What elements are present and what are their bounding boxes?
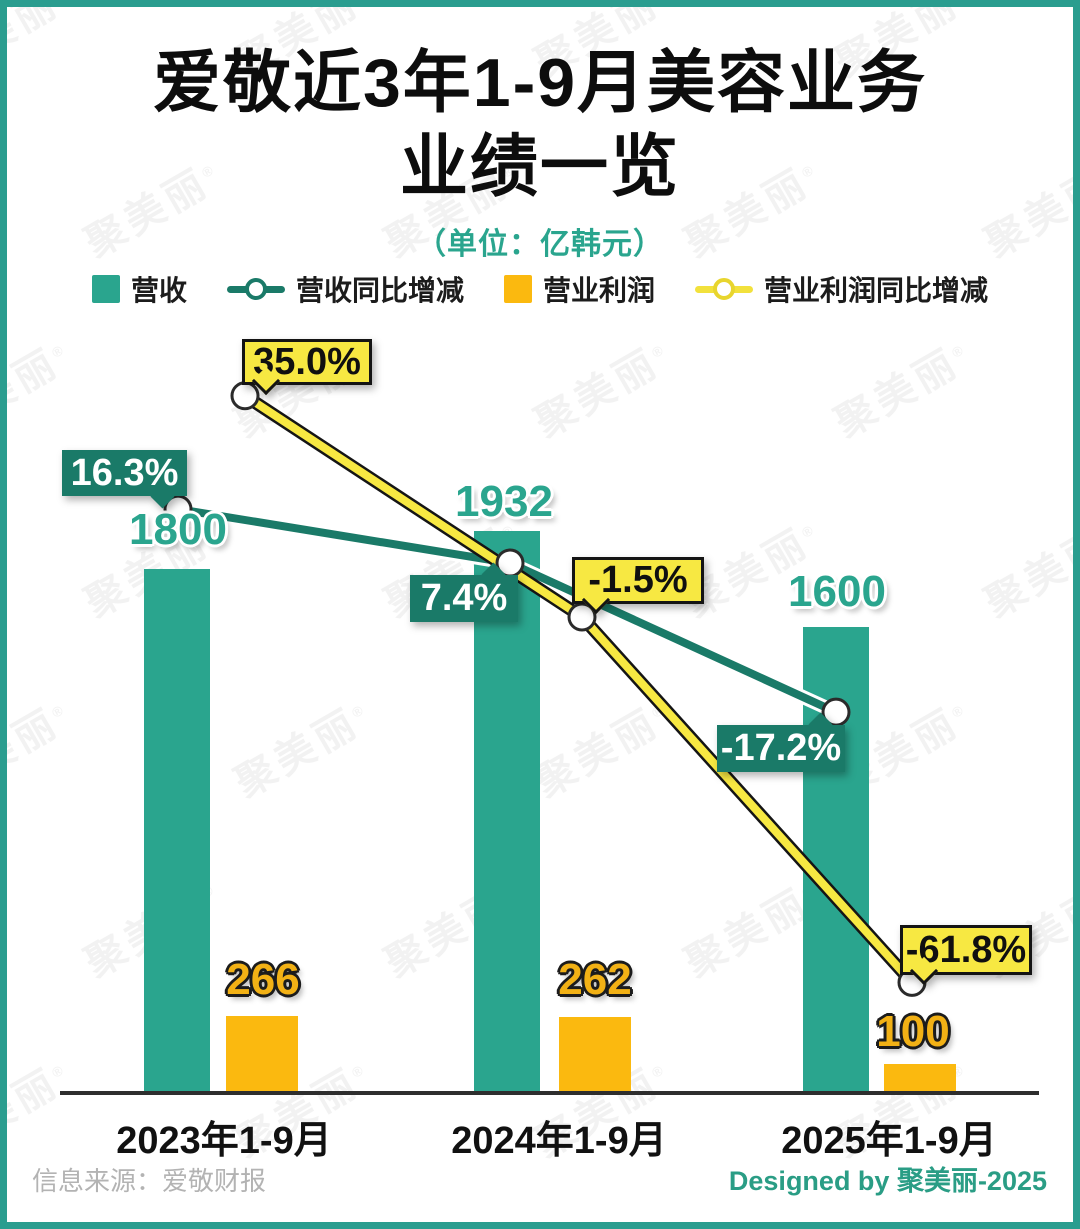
trend-lines-svg <box>163 381 927 997</box>
page-title-line1: 爱敬近3年1-9月美容业务 <box>152 45 928 121</box>
revenue-value-2025: 1600 <box>788 567 886 616</box>
unit-subtitle: （单位：亿韩元） <box>416 228 664 261</box>
x-axis-line <box>60 1091 1039 1095</box>
x-label-2023: 2023年1-9月 <box>116 1120 332 1162</box>
revenue-swatch-icon <box>91 275 120 303</box>
legend-label: 营收同比增减 <box>295 275 464 306</box>
profit-bar-2023 <box>226 1015 298 1093</box>
legend-label: 营业利润同比增减 <box>764 275 989 306</box>
profit-yoy-line-casing <box>238 389 919 989</box>
revenue-yoy-callout-2023: 16.3% <box>62 450 187 509</box>
legend-label: 营业利润 <box>543 275 656 306</box>
legend-label: 营收 <box>130 275 187 306</box>
line-marker-icon <box>713 278 736 300</box>
line-marker-dot <box>230 381 260 411</box>
credit-note: Designed by 聚美丽-2025 <box>728 1166 1047 1196</box>
revenue-yoy-line-icon <box>226 278 285 300</box>
revenue-yoy-callout-2025: -17.2% <box>717 712 845 772</box>
x-label-2025: 2025年1-9月 <box>781 1120 997 1162</box>
profit-yoy-line-icon <box>695 278 754 300</box>
revenue-value-2024: 1932 <box>455 477 553 526</box>
profit-yoy-callout-2024: -1.5% <box>572 557 704 615</box>
profit-yoy-line <box>241 391 916 987</box>
profit-swatch-icon <box>504 275 532 303</box>
source-note: 信息来源：爱敬财报 <box>32 1166 267 1196</box>
line-marker-icon <box>244 278 267 300</box>
chart-legend: 营收 营收同比增减 营业利润 营业利润同比增减 <box>7 269 1073 309</box>
legend-item-revenue-yoy: 营收同比增减 <box>226 269 464 309</box>
profit-yoy-callout-2023: 35.0% <box>242 339 372 396</box>
revenue-bar-2024 <box>474 530 540 1093</box>
legend-item-revenue: 营收 <box>91 269 187 309</box>
profit-yoy-callout-2025: -61.8% <box>900 925 1032 986</box>
line-markers <box>163 381 927 997</box>
x-label-2024: 2024年1-9月 <box>451 1120 667 1162</box>
profit-bar-2024 <box>559 1016 631 1093</box>
revenue-yoy-callout-2024: 7.4% <box>410 562 518 622</box>
profit-bar-2025 <box>884 1063 956 1093</box>
legend-item-profit: 营业利润 <box>504 269 655 309</box>
legend-item-profit-yoy: 营业利润同比增减 <box>695 269 988 309</box>
revenue-value-2023: 1800 <box>129 505 227 554</box>
profit-value-2025: 100 <box>876 1007 950 1056</box>
profit-value-2023: 266 <box>226 955 300 1004</box>
revenue-bar-2023 <box>144 569 210 1093</box>
page-title-line2: 业绩一览 <box>399 129 680 205</box>
title-block: 爱敬近3年1-9月美容业务 业绩一览 （单位：亿韩元） <box>7 41 1073 263</box>
profit-value-2024: 262 <box>558 955 632 1004</box>
chart-area: 1800 1932 1600 266 262 100 16.3% 7.4% -1… <box>7 7 1073 1222</box>
line-marker-dot <box>163 494 193 524</box>
